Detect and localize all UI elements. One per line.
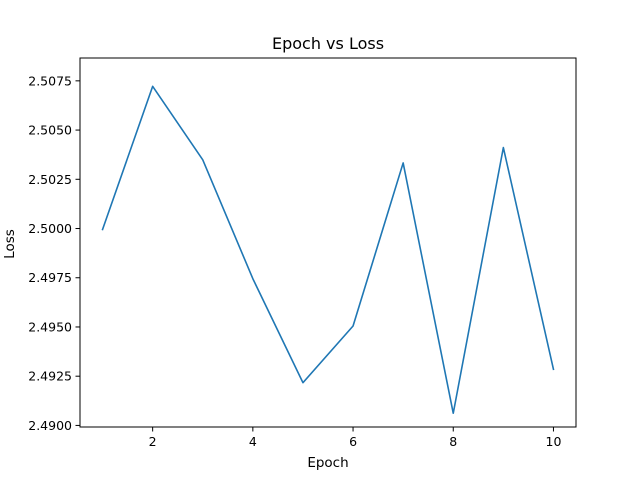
x-tick-label: 6 (349, 434, 357, 449)
axes-frame (79, 57, 577, 428)
x-axis-ticks: 2 4 6 8 10 (149, 427, 562, 449)
y-tick-label: 2.4950 (28, 319, 72, 334)
y-tick-label: 2.4925 (28, 369, 72, 384)
y-axis-ticks: 2.4900 2.4925 2.4950 2.4975 2.5000 2.5025 2.50… (28, 73, 80, 433)
chart-title: Epoch vs Loss (272, 34, 384, 53)
y-tick-label: 2.5025 (28, 172, 72, 187)
plot-area (79, 57, 577, 428)
series-line (101, 85, 555, 415)
x-tick-label: 10 (546, 434, 562, 449)
x-axis-label: Epoch (307, 455, 348, 471)
y-tick-label: 2.5050 (28, 123, 72, 138)
y-tick-label: 2.5000 (28, 221, 72, 236)
y-tick-label: 2.5075 (28, 73, 72, 88)
y-tick-label: 2.4900 (28, 418, 72, 433)
x-tick-label: 4 (249, 434, 257, 449)
y-tick-label: 2.4975 (28, 270, 72, 285)
y-axis-label: Loss (2, 229, 18, 259)
x-tick-label: 8 (449, 434, 457, 449)
x-tick-label: 2 (149, 434, 157, 449)
